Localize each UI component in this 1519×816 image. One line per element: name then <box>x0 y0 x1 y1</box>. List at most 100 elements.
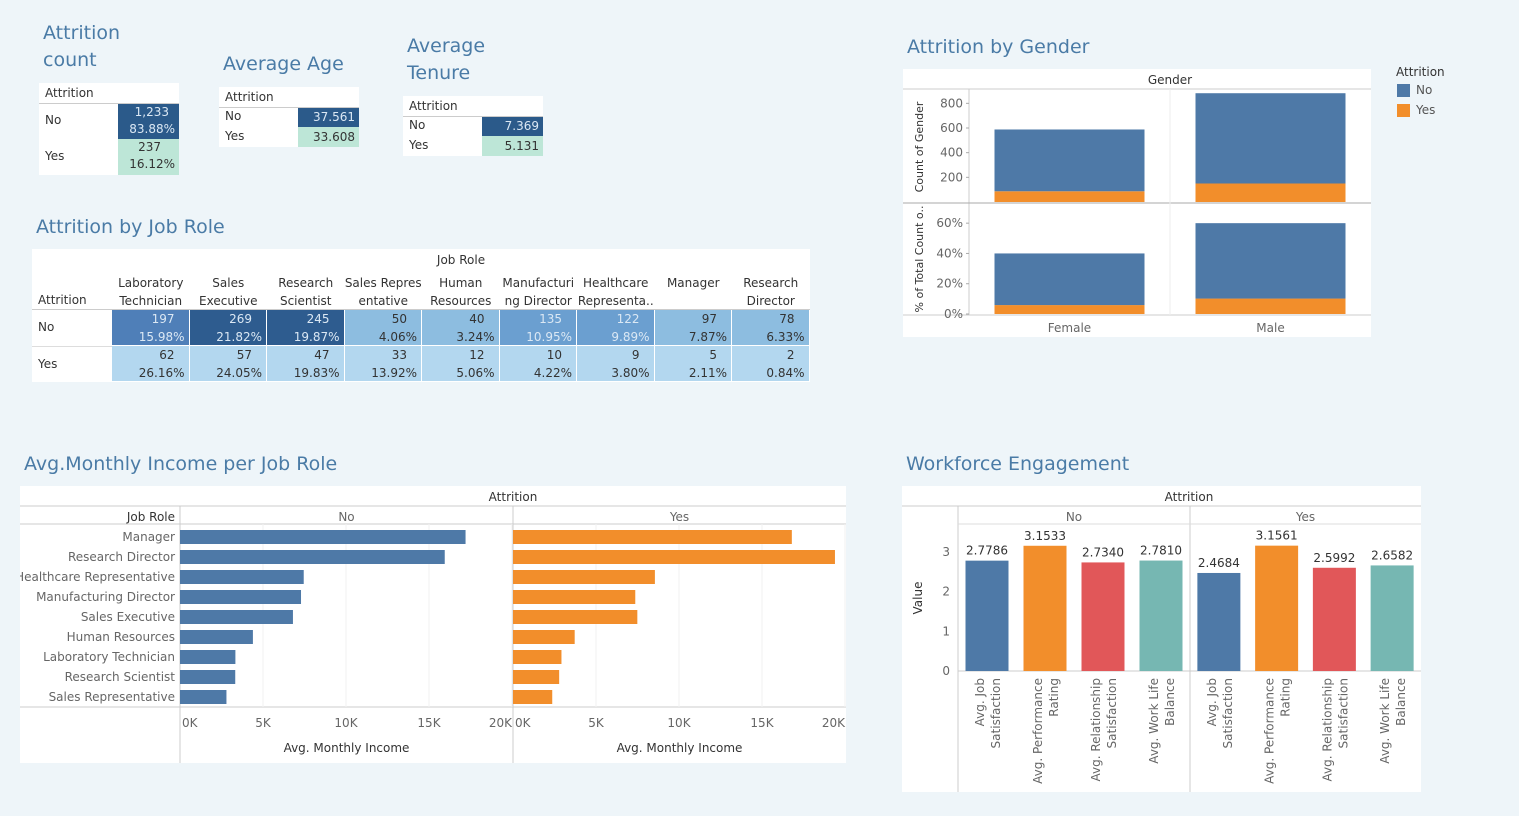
income-bar-no[interactable] <box>180 530 466 544</box>
job-role-cell[interactable]: 50 4.06% <box>344 310 421 345</box>
kpi-age-cell-yes[interactable]: 33.608 <box>298 127 359 147</box>
kpi-count-cell-no[interactable]: 1,233 83.88% <box>118 104 179 139</box>
income-bar-yes[interactable] <box>513 690 553 704</box>
income-bar-no[interactable] <box>180 590 302 604</box>
income-bar-yes[interactable] <box>513 570 655 584</box>
job-role-cell[interactable]: 78 6.33% <box>732 310 809 345</box>
divider <box>32 346 112 347</box>
col-header-line: Technician <box>119 294 183 308</box>
job-role-cell[interactable]: 9 3.80% <box>577 346 654 381</box>
cell-value: 135 <box>539 312 562 326</box>
gender-bar-no[interactable] <box>994 253 1145 306</box>
job-role-cell[interactable]: 47 19.83% <box>267 346 344 381</box>
engagement-bar[interactable] <box>1370 565 1414 671</box>
job-role-col-header: Sales Repres entative <box>345 274 423 310</box>
legend-item-no[interactable]: No <box>1396 83 1445 103</box>
y-tick-label: 200 <box>940 170 963 184</box>
attrition-count-title-line2: count <box>43 49 97 71</box>
engagement-data-label: 3.1561 <box>1256 529 1298 543</box>
gender-bar-no[interactable] <box>1195 223 1346 299</box>
engagement-bar[interactable] <box>1023 545 1067 671</box>
kpi-count-pct-no: 83.88% <box>129 122 175 136</box>
job-role-cell[interactable]: 12 5.06% <box>422 346 499 381</box>
job-role-cell[interactable]: 5 2.11% <box>654 346 731 381</box>
income-bar-yes[interactable] <box>513 590 636 604</box>
cell-value: 245 <box>306 312 330 326</box>
y-tick-label: 800 <box>940 96 963 110</box>
legend-item-yes[interactable]: Yes <box>1396 103 1445 123</box>
x-tick-label: Male <box>1256 321 1284 335</box>
job-role-cell[interactable]: 40 3.24% <box>422 310 499 345</box>
cell-pct: 3.80% <box>611 366 650 380</box>
income-bar-yes[interactable] <box>513 530 792 544</box>
category-label: Satisfaction <box>989 678 1003 748</box>
engagement-bar[interactable] <box>1197 572 1241 671</box>
job-role-cell[interactable]: 97 7.87% <box>654 310 731 345</box>
cell-pct: 10.95% <box>526 330 572 344</box>
cell-value: 57 <box>236 348 252 362</box>
legend-label-no: No <box>1416 83 1433 97</box>
income-bar-yes[interactable] <box>513 650 562 664</box>
col-header-line: Sales <box>212 276 245 290</box>
income-bar-yes[interactable] <box>513 610 638 624</box>
income-bar-no[interactable] <box>180 550 445 564</box>
engagement-bar[interactable] <box>1081 562 1125 671</box>
job-role-cell[interactable]: 122 9.89% <box>577 310 654 345</box>
income-bar-yes[interactable] <box>513 670 560 684</box>
col-header-line: Laboratory <box>118 276 184 290</box>
engagement-chart-panel: Attrition Value 0 1 2 3 No 2.7786 Avg. Job Satisf… <box>902 486 1421 792</box>
job-role-cell[interactable]: 57 24.05% <box>189 346 266 381</box>
job-role-cell[interactable]: 62 26.16% <box>112 346 189 381</box>
cell-value: 9 <box>631 348 640 362</box>
category-label: Balance <box>1163 678 1177 726</box>
average-age-title: Average Age <box>223 53 344 75</box>
kpi-tenure-cell-no[interactable]: 7.369 <box>482 117 543 136</box>
kpi-count-cell-yes[interactable]: 237 16.12% <box>118 139 179 175</box>
cell-pct: 15.98% <box>138 330 185 344</box>
job-role-cell[interactable]: 10 4.22% <box>499 346 576 381</box>
job-role-cell[interactable]: 245 19.87% <box>267 310 344 345</box>
income-bar-no[interactable] <box>180 690 227 704</box>
gender-bar-yes[interactable] <box>994 305 1145 314</box>
cell-value: 50 <box>391 312 407 326</box>
job-role-label-no: No <box>38 320 55 334</box>
income-bar-no[interactable] <box>180 630 253 644</box>
cell-value: 122 <box>616 312 640 326</box>
income-bar-no[interactable] <box>180 670 236 684</box>
gender-bar-no[interactable] <box>994 129 1145 192</box>
income-bar-yes[interactable] <box>513 630 575 644</box>
y-axis-label: Value <box>911 582 925 615</box>
cell-pct: 21.82% <box>216 330 262 344</box>
gender-bar-yes[interactable] <box>994 191 1145 202</box>
income-bar-no[interactable] <box>180 650 236 664</box>
kpi-age-cell-no[interactable]: 37.561 <box>298 108 359 127</box>
gender-bar-no[interactable] <box>1195 93 1346 184</box>
kpi-age-label-yes: Yes <box>225 129 245 143</box>
job-role-col-header: Healthcare Representa.. <box>577 274 655 310</box>
x-tick-label: 0K <box>515 716 532 730</box>
y-tick-label: 400 <box>940 146 963 160</box>
average-tenure-title-line1: Average <box>407 35 486 57</box>
engagement-data-label: 2.7340 <box>1082 545 1124 559</box>
y-tick-label: 40% <box>936 246 963 260</box>
job-role-cell[interactable]: 197 15.98% <box>112 310 189 345</box>
cell-pct: 6.33% <box>766 330 805 344</box>
cell-value: 5 <box>709 348 717 362</box>
engagement-bar[interactable] <box>1312 567 1356 671</box>
income-bar-no[interactable] <box>180 570 304 584</box>
engagement-bar[interactable] <box>965 560 1009 671</box>
income-bar-yes[interactable] <box>513 550 835 564</box>
category-label: Avg. Relationship <box>1089 678 1103 782</box>
income-bar-no[interactable] <box>180 610 293 624</box>
job-role-cell[interactable]: 33 13.92% <box>344 346 421 381</box>
job-role-cell[interactable]: 135 10.95% <box>499 310 576 345</box>
gender-bar-yes[interactable] <box>1195 298 1346 314</box>
gender-bar-yes[interactable] <box>1195 183 1346 203</box>
y-tick-label: 0% <box>944 307 963 321</box>
kpi-tenure-cell-yes[interactable]: 5.131 <box>482 136 543 156</box>
engagement-bar[interactable] <box>1139 560 1183 671</box>
engagement-bar[interactable] <box>1255 545 1299 671</box>
job-role-cell[interactable]: 2 0.84% <box>732 346 809 381</box>
y-axis-label: % of Total Count o.. <box>913 206 926 313</box>
job-role-cell[interactable]: 269 21.82% <box>189 310 266 345</box>
